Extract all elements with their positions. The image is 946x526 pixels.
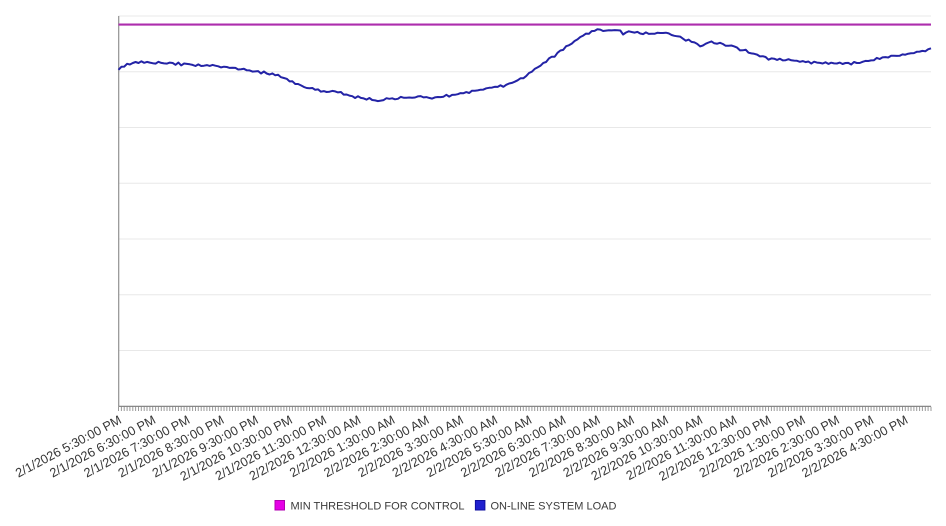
- svg-text:ON-LINE SYSTEM LOAD: ON-LINE SYSTEM LOAD: [491, 501, 617, 513]
- svg-text:MIN THRESHOLD FOR CONTROL: MIN THRESHOLD FOR CONTROL: [291, 501, 465, 513]
